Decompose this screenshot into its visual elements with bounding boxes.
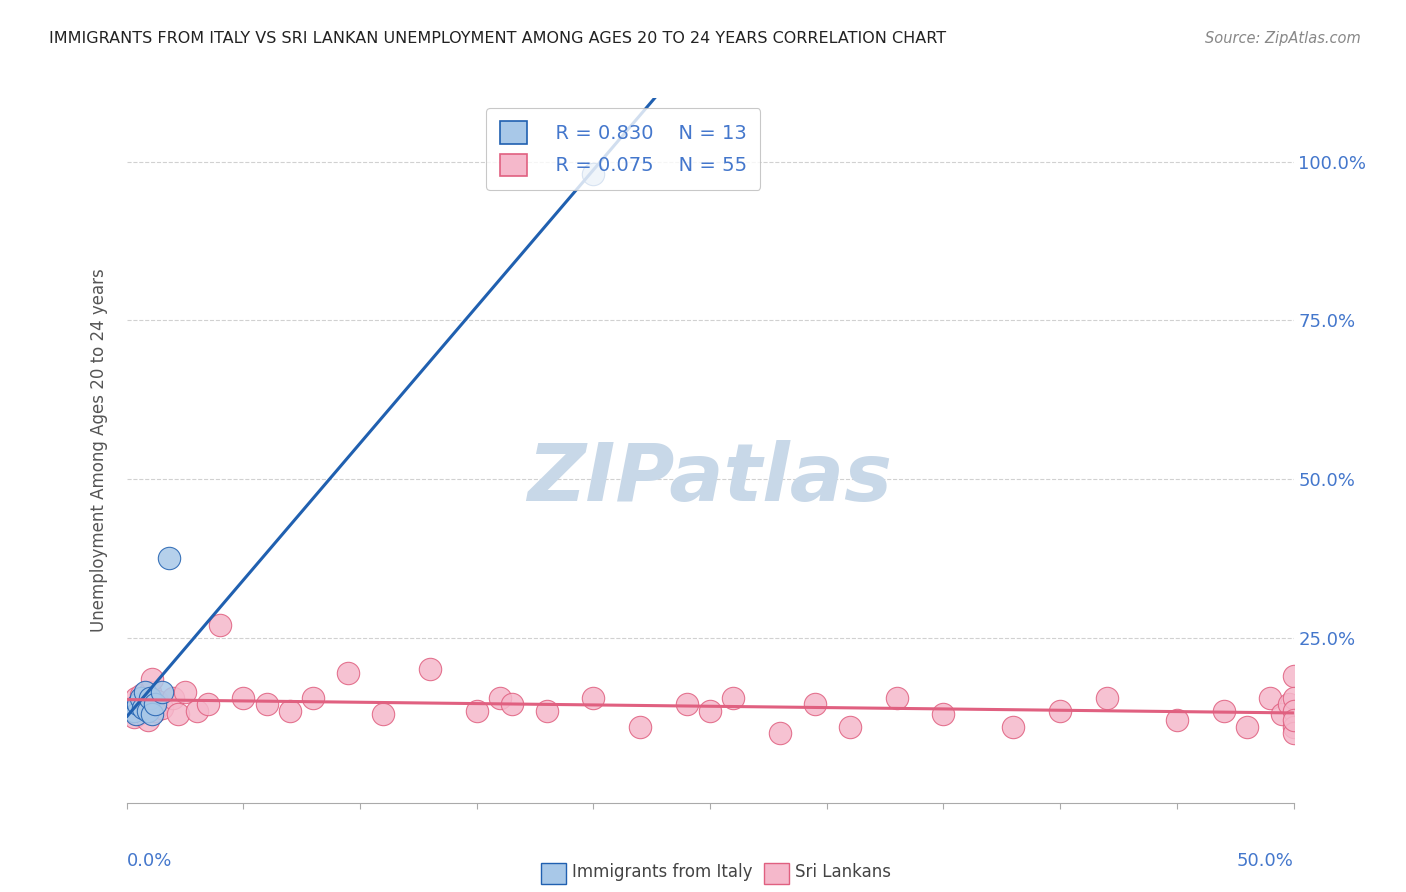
Point <box>127 706 149 721</box>
Point <box>1282 669 1305 683</box>
Point <box>132 704 155 718</box>
Point <box>489 691 512 706</box>
Point <box>1282 691 1305 706</box>
Point <box>1282 704 1305 718</box>
Point <box>675 698 697 712</box>
Point <box>278 704 301 718</box>
Point <box>186 704 208 718</box>
Point <box>125 706 148 721</box>
Text: ZIPatlas: ZIPatlas <box>527 440 893 517</box>
Point <box>1236 720 1258 734</box>
Point <box>723 691 745 706</box>
Point <box>157 551 180 566</box>
Y-axis label: Unemployment Among Ages 20 to 24 years: Unemployment Among Ages 20 to 24 years <box>90 268 108 632</box>
Point <box>769 726 792 740</box>
Point <box>136 704 159 718</box>
Point <box>143 698 166 712</box>
Point <box>337 665 360 680</box>
Point <box>134 698 156 712</box>
Point <box>132 700 155 714</box>
Point <box>419 663 441 677</box>
Point <box>839 720 862 734</box>
Point <box>122 704 145 718</box>
Point <box>146 694 169 708</box>
FancyBboxPatch shape <box>541 863 567 884</box>
Point <box>582 691 605 706</box>
Text: Source: ZipAtlas.com: Source: ZipAtlas.com <box>1205 31 1361 46</box>
Point <box>256 698 278 712</box>
Point <box>122 710 145 724</box>
Text: Sri Lankans: Sri Lankans <box>796 863 891 881</box>
Point <box>174 684 197 698</box>
Point <box>1282 726 1305 740</box>
Point <box>141 706 163 721</box>
Text: IMMIGRANTS FROM ITALY VS SRI LANKAN UNEMPLOYMENT AMONG AGES 20 TO 24 YEARS CORRE: IMMIGRANTS FROM ITALY VS SRI LANKAN UNEM… <box>49 31 946 46</box>
Point <box>1049 704 1071 718</box>
Point <box>197 698 219 712</box>
Point <box>886 691 908 706</box>
Point <box>1095 691 1118 706</box>
Point <box>120 700 142 714</box>
Point <box>582 167 605 181</box>
Point <box>536 704 558 718</box>
Point <box>373 706 395 721</box>
Point <box>141 672 163 686</box>
Point <box>501 698 523 712</box>
Point <box>932 706 955 721</box>
Point <box>136 713 159 727</box>
Point <box>232 691 254 706</box>
Point <box>1166 713 1188 727</box>
Point <box>139 684 162 698</box>
Point <box>208 618 231 632</box>
Point <box>1282 720 1305 734</box>
Point <box>699 704 721 718</box>
Point <box>465 704 488 718</box>
Point <box>1278 698 1301 712</box>
Point <box>628 720 651 734</box>
Point <box>127 698 149 712</box>
Point <box>1271 706 1294 721</box>
Legend:   R = 0.830    N = 13,   R = 0.075    N = 55: R = 0.830 N = 13, R = 0.075 N = 55 <box>486 108 761 190</box>
Point <box>150 700 173 714</box>
Point <box>125 691 148 706</box>
Point <box>1002 720 1025 734</box>
Point <box>162 691 184 706</box>
Point <box>302 691 325 706</box>
Text: 0.0%: 0.0% <box>127 852 172 870</box>
Point <box>139 691 162 706</box>
Point <box>1282 713 1305 727</box>
Point <box>143 704 166 718</box>
Point <box>134 684 156 698</box>
Point <box>1258 691 1281 706</box>
Point <box>129 688 152 702</box>
Point <box>804 698 827 712</box>
Point <box>167 706 190 721</box>
FancyBboxPatch shape <box>763 863 789 884</box>
Point <box>129 691 152 706</box>
Text: 50.0%: 50.0% <box>1237 852 1294 870</box>
Point <box>1212 704 1234 718</box>
Point <box>150 684 173 698</box>
Text: Immigrants from Italy: Immigrants from Italy <box>572 863 752 881</box>
